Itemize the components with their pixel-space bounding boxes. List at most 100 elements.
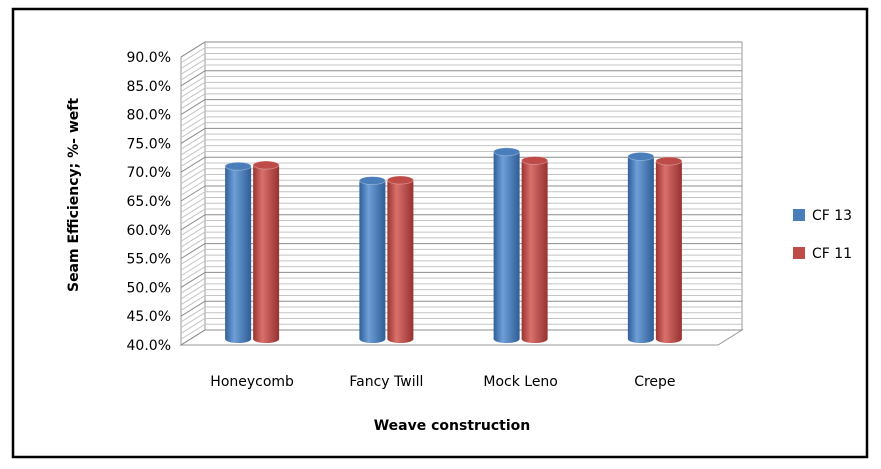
gridline-side xyxy=(180,104,206,121)
x-tick-label: Mock Leno xyxy=(483,374,558,390)
y-tick-label: 70.0% xyxy=(127,165,171,181)
gridline-side xyxy=(180,231,206,248)
gridline-side xyxy=(180,248,206,265)
gridline-side xyxy=(180,266,206,283)
bar xyxy=(627,152,655,343)
gridline-side xyxy=(180,271,206,288)
legend-swatch xyxy=(793,209,805,221)
gridline-side xyxy=(180,116,206,133)
bar-body xyxy=(387,180,414,339)
bar-body xyxy=(359,180,386,339)
bar-cap xyxy=(386,175,414,185)
gridline-side xyxy=(180,47,206,64)
gridline-side xyxy=(180,185,206,202)
bar-base xyxy=(387,335,414,343)
gridline-side xyxy=(180,70,206,87)
x-tick-label: Honeycomb xyxy=(210,374,294,390)
x-axis-label: Weave construction xyxy=(374,418,531,434)
bar-cap xyxy=(627,152,655,161)
bar xyxy=(521,156,549,343)
bar-body xyxy=(253,165,280,339)
gridline-side xyxy=(180,329,206,346)
bar-cap xyxy=(358,176,386,186)
bar-body xyxy=(225,166,252,339)
gridline-side xyxy=(180,277,206,294)
gridline-side xyxy=(180,93,206,110)
gridline-side xyxy=(180,110,206,127)
gridline-side xyxy=(180,87,206,104)
gridline-side xyxy=(180,168,206,185)
gridline-side xyxy=(180,99,206,116)
y-tick-label: 90.0% xyxy=(127,50,171,66)
bar-base xyxy=(627,335,654,343)
bar-cap xyxy=(493,147,521,157)
bar-base xyxy=(655,335,682,343)
y-tick-label: 50.0% xyxy=(127,280,171,296)
gridline-side xyxy=(180,225,206,242)
y-axis-label: Seam Efficiency; %- weft xyxy=(66,98,82,292)
bar-body xyxy=(521,160,548,339)
y-tick-label: 60.0% xyxy=(127,223,171,239)
bar-body xyxy=(655,161,682,339)
x-axis-ticks: Honeycomb Fancy Twill Mock Leno Crepe xyxy=(210,374,675,390)
gridline-side xyxy=(180,53,206,69)
gridline-side xyxy=(180,202,206,219)
y-tick-label: 55.0% xyxy=(127,252,171,268)
gridline-side xyxy=(180,300,206,317)
bar-base xyxy=(359,335,386,343)
gridline-side xyxy=(180,81,206,98)
y-tick-label: 80.0% xyxy=(127,108,171,124)
gridline-side xyxy=(180,41,206,58)
gridline-side xyxy=(180,122,206,139)
y-tick-label: 85.0% xyxy=(127,79,171,95)
gridline-side xyxy=(180,243,206,260)
gridline-side xyxy=(180,156,206,173)
gridline-side xyxy=(180,127,206,144)
bar xyxy=(252,160,280,343)
y-tick-label: 40.0% xyxy=(127,338,171,354)
gridline-side xyxy=(180,162,206,179)
gridline-side xyxy=(180,220,206,236)
bar-base xyxy=(225,335,252,343)
bar xyxy=(358,176,386,343)
gridline-side xyxy=(180,179,206,196)
gridline-side xyxy=(180,318,206,334)
bar-cap xyxy=(252,160,280,170)
gridline-side xyxy=(180,289,206,306)
y-axis-ticks: 40.0% 45.0% 50.0% 55.0% 60.0% 65.0% 70.0% 75.0%… xyxy=(127,50,171,354)
bar-base xyxy=(493,335,520,343)
bar xyxy=(655,156,683,343)
gridline-side xyxy=(180,133,206,150)
y-tick-label: 65.0% xyxy=(127,194,171,210)
gridline-side xyxy=(180,197,206,213)
x-tick-label: Crepe xyxy=(634,374,675,390)
bar-cap xyxy=(521,156,549,165)
gridline-side xyxy=(180,58,206,75)
gridline-side xyxy=(180,312,206,329)
bar-cap xyxy=(655,156,683,166)
bar xyxy=(493,147,521,343)
bar-base xyxy=(253,335,280,343)
legend: CF 13 CF 11 xyxy=(793,208,852,262)
legend-label: CF 13 xyxy=(812,208,852,224)
bar-base xyxy=(521,335,548,343)
gridline-side xyxy=(180,174,206,190)
gridline-side xyxy=(180,283,206,300)
gridline-side xyxy=(180,139,206,156)
gridline-side xyxy=(180,64,206,81)
gridline-side xyxy=(180,254,206,271)
y-tick-label: 45.0% xyxy=(127,309,171,325)
bar-cap xyxy=(224,161,252,171)
bar xyxy=(224,161,252,343)
gridline-side xyxy=(180,323,206,340)
gridline-side xyxy=(180,306,206,323)
gridline-side xyxy=(180,208,206,225)
bars xyxy=(224,147,683,343)
gridline-side xyxy=(180,191,206,208)
gridline-side xyxy=(180,151,206,167)
bar-body xyxy=(493,151,520,339)
gridline-side xyxy=(180,260,206,277)
gridline-side xyxy=(180,145,206,162)
